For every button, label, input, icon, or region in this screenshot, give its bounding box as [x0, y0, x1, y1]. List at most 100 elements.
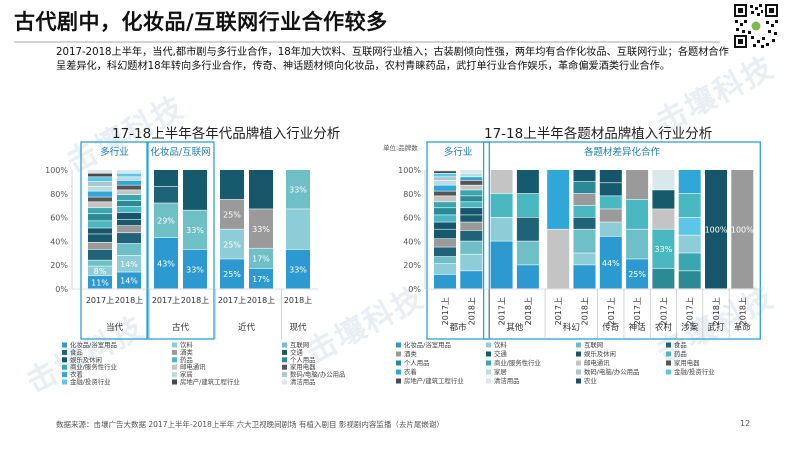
bar-segment	[705, 170, 727, 289]
bar-segment	[516, 193, 539, 217]
title-divider	[14, 41, 720, 43]
bar-segment	[573, 265, 596, 289]
legend-swatch	[282, 342, 287, 348]
chart-title-era: 17-18上半年各年代品牌植入行业分析	[112, 126, 341, 142]
legend-label: 饮料	[494, 340, 507, 349]
bar-segment	[434, 171, 456, 173]
bar-segment	[88, 228, 112, 234]
bar-segment	[154, 237, 178, 289]
legend-swatch	[282, 379, 287, 385]
legend-swatch	[576, 360, 581, 366]
bar-segment	[88, 170, 112, 173]
y-tick-label: 0%	[55, 285, 68, 294]
bar-segment	[626, 199, 649, 229]
bar-segment	[626, 229, 649, 259]
highlight-box	[146, 141, 215, 340]
legend-label: 金融/投资行业	[70, 377, 111, 386]
page-title: 古代剧中，化妆品/互联网行业合作较多	[14, 10, 388, 34]
bar-segment	[434, 185, 456, 191]
group-label: 近代	[238, 322, 256, 333]
bar-segment	[599, 236, 622, 289]
bar-segment	[88, 266, 112, 276]
bar-segment	[490, 170, 513, 194]
bar-segment	[516, 217, 539, 241]
data-label: 17%	[252, 255, 270, 264]
bar-segment	[434, 222, 456, 229]
bar-segment	[599, 196, 622, 209]
x-tick-label: 2017上	[554, 297, 563, 325]
group-label: 当代	[106, 322, 124, 333]
highlight-label: 多行业	[444, 146, 473, 158]
bar-segment	[460, 202, 483, 208]
legend-swatch	[666, 360, 671, 366]
legend-label: 个人用品	[290, 356, 316, 364]
bar-segment	[117, 206, 141, 213]
x-tick-label: 2017上	[441, 297, 450, 325]
bar-segment	[434, 170, 456, 171]
bar-segment	[516, 265, 539, 289]
legend-swatch	[172, 379, 177, 385]
x-tick-label: 2017上	[686, 297, 695, 325]
x-tick-label: 2018上	[467, 297, 476, 325]
bar-segment	[460, 271, 483, 289]
bar-segment	[117, 185, 141, 190]
legend-label: 药品	[674, 349, 687, 358]
x-tick-label: 2018上	[284, 296, 312, 305]
legend-label: 邮电通讯	[584, 358, 610, 367]
legend-swatch	[172, 342, 177, 348]
legend-swatch	[396, 342, 401, 348]
legend-label: 互联网	[584, 340, 603, 349]
legend-swatch	[486, 351, 491, 357]
legend-label: 酒类	[180, 347, 193, 356]
bar-segment	[88, 249, 112, 260]
bar-segment	[88, 177, 112, 182]
highlight-box	[80, 141, 149, 340]
legend-label: 娱乐及休闲	[70, 355, 102, 364]
legend-label: 金融/投资行业	[674, 367, 715, 376]
data-label: 100%	[705, 226, 728, 235]
data-label: 25%	[223, 240, 241, 249]
bar-segment	[434, 264, 456, 275]
legend-swatch	[396, 351, 401, 357]
bar-segment	[460, 222, 483, 231]
data-label: 8%	[94, 267, 107, 276]
data-label: 33%	[289, 265, 307, 274]
x-tick-label: 2018上	[115, 296, 143, 305]
bar-segment	[652, 229, 675, 269]
bar-segment	[117, 170, 141, 173]
legend-label: 衣着	[70, 370, 83, 379]
legend-label: 交通	[494, 349, 507, 358]
legend-label: 商业/服务性行业	[494, 358, 541, 367]
legend-swatch	[576, 378, 581, 384]
bar-segment	[88, 173, 112, 177]
bar-segment	[88, 221, 112, 228]
bar-segment	[220, 259, 244, 289]
y-tick-label: 0%	[408, 285, 421, 294]
legend-label: 家居	[494, 367, 507, 376]
data-label: 29%	[157, 217, 175, 226]
x-tick-label: 2017上	[633, 297, 642, 325]
data-label: 33%	[186, 265, 204, 274]
data-label: 14%	[120, 260, 138, 269]
bar-segment	[460, 230, 483, 241]
legend-label: 房地产/建筑工程行业	[404, 376, 464, 385]
bar-segment	[88, 202, 112, 208]
bar-segment	[88, 186, 112, 191]
bar-segment	[117, 255, 141, 272]
bar-segment	[434, 177, 456, 181]
bar-segment	[460, 215, 483, 222]
legend-swatch	[576, 342, 581, 348]
bar-segment	[626, 170, 649, 200]
legend-label: 清洁用品	[494, 376, 520, 385]
legend-swatch	[62, 357, 67, 363]
bar-segment	[434, 256, 456, 264]
bar-segment	[573, 170, 596, 182]
bar-segment	[249, 170, 273, 209]
bar-segment	[183, 210, 207, 250]
bar-segment	[117, 190, 141, 195]
bar-segment	[460, 173, 483, 177]
legend-label: 化妆品/浴室用品	[70, 340, 117, 349]
bar-segment	[117, 243, 141, 256]
data-label: 25%	[628, 270, 646, 279]
legend-label: 药品	[180, 355, 193, 364]
